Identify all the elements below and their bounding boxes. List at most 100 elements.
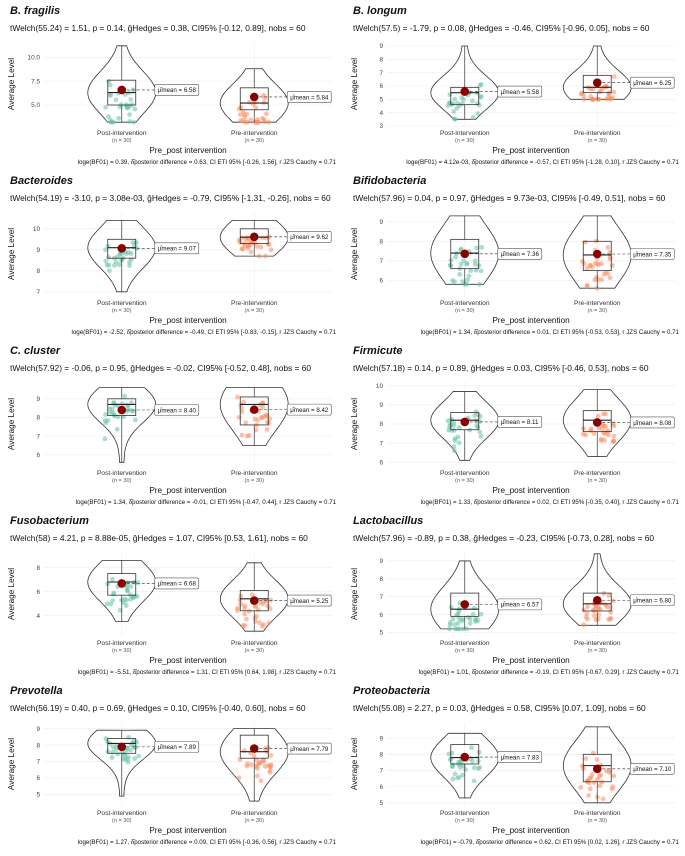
y-tick-label: 9 (379, 402, 383, 409)
chart-title: Bacteroides (10, 175, 73, 187)
y-tick-label: 8 (36, 415, 40, 422)
mean-label-box (497, 85, 543, 98)
x-tick-label: Post-intervention (440, 470, 490, 477)
data-point (122, 393, 128, 399)
box-iqr (450, 592, 480, 617)
x-axis-label: Pre_post intervention (149, 486, 227, 495)
group-n-label: (n = 30) (455, 308, 475, 314)
data-point (581, 622, 586, 627)
data-point (585, 604, 590, 610)
data-point (236, 106, 242, 112)
data-point (595, 277, 601, 283)
data-point (267, 770, 273, 775)
mean-label-box (497, 598, 543, 611)
y-tick-label: 6 (36, 589, 40, 596)
box-iqr (107, 573, 137, 596)
data-point (456, 425, 462, 430)
data-point (468, 268, 474, 274)
data-point (461, 97, 466, 102)
chart-footer: loge(BF01) = 0.39, δ̂posterior differenc… (78, 159, 337, 166)
y-axis-label: Average Level (7, 738, 16, 790)
data-point (584, 611, 590, 617)
data-point (128, 97, 134, 102)
chart-subtitle: tWelch(55.24) = 1.51, p = 0.14, ĝHedges … (10, 23, 306, 33)
mean-marker (117, 579, 127, 588)
data-point (457, 103, 463, 108)
data-point (242, 611, 248, 617)
data-point (113, 97, 119, 103)
x-axis-label: Pre_post intervention (492, 486, 570, 495)
data-point (471, 778, 477, 784)
data-point (251, 753, 257, 759)
data-point (261, 100, 267, 105)
data-point (262, 414, 268, 419)
y-tick-label: 7 (379, 768, 383, 775)
data-point (475, 425, 481, 430)
mean-label: μ̂mean = 7.35 (633, 251, 672, 258)
y-tick-label: 6 (379, 612, 383, 619)
data-point (473, 267, 479, 273)
mean-label: μ̂mean = 8.40 (158, 407, 197, 414)
y-tick-label: 8 (379, 239, 383, 246)
data-point (119, 401, 125, 406)
data-point (266, 242, 272, 247)
data-point (132, 756, 138, 761)
group-n-label: (n = 30) (112, 818, 132, 824)
data-point (460, 279, 466, 284)
group-n-label: (n = 30) (588, 308, 608, 314)
data-point (245, 119, 250, 125)
y-tick-label: 5.0 (31, 102, 40, 109)
chart-panel: Bacteroides tWelch(54.19) = -3.10, p = 3.… (7, 175, 337, 336)
data-point (103, 258, 109, 264)
data-point (125, 588, 130, 594)
data-point (463, 767, 468, 772)
data-point (604, 96, 609, 102)
box-iqr (450, 744, 480, 765)
data-point (473, 619, 479, 624)
data-point (593, 617, 599, 623)
data-point (467, 620, 473, 626)
y-tick-label: 5 (379, 630, 383, 637)
data-point (236, 414, 242, 420)
chart-panel: B. fragilis tWelch(55.24) = 1.51, p = 0.1… (7, 5, 337, 166)
group-n-label: (n = 30) (112, 648, 132, 654)
group-n-label: (n = 30) (455, 478, 475, 484)
chart-subtitle: tWelch(57.96) = 0.04, p = 0.97, ĝHedges … (353, 193, 666, 203)
data-point (110, 744, 116, 750)
group-n-label: (n = 30) (245, 818, 265, 824)
data-point (127, 119, 132, 124)
data-point (132, 744, 138, 750)
data-point (447, 757, 453, 762)
data-point (455, 612, 461, 617)
data-point (456, 440, 462, 446)
data-point (107, 82, 113, 88)
data-point (243, 420, 249, 426)
y-tick-label: 8 (36, 268, 40, 275)
chart-title: B. longum (353, 5, 407, 17)
mean-label-box (629, 416, 675, 429)
data-point (611, 89, 617, 95)
data-point (264, 111, 269, 117)
y-tick-label: 8 (36, 565, 40, 572)
mean-label: μ̂mean = 5.84 (290, 94, 329, 101)
y-tick-label: 7 (379, 440, 383, 447)
data-point (236, 775, 242, 781)
box-iqr (450, 412, 480, 431)
data-point (238, 593, 244, 599)
chart-subtitle: tWelch(57.92) = -0.06, p = 0.95, ĝHedges… (10, 363, 311, 373)
data-point (611, 74, 617, 79)
box-iqr (239, 87, 269, 111)
data-point (128, 747, 133, 753)
data-point (258, 759, 264, 765)
group-n-label: (n = 30) (455, 138, 475, 144)
box-iqr (107, 398, 137, 416)
data-point (602, 431, 608, 437)
data-point (266, 119, 272, 125)
y-axis-label: Average Level (7, 398, 16, 450)
data-point (246, 608, 252, 614)
data-point (461, 258, 466, 264)
data-point (471, 765, 477, 771)
x-tick-label: Pre-intervention (574, 470, 621, 477)
data-point (262, 95, 268, 101)
data-point (591, 431, 597, 436)
